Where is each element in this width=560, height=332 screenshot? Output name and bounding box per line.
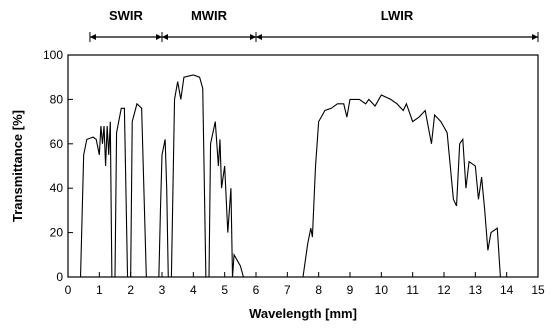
x-tick-label: 0: [65, 283, 72, 297]
y-tick-label: 40: [50, 181, 64, 195]
band-label: SWIR: [109, 8, 144, 23]
x-tick-label: 3: [159, 283, 166, 297]
x-tick-label: 12: [437, 283, 451, 297]
plot-frame: [67, 54, 539, 278]
x-tick-label: 13: [469, 283, 483, 297]
y-tick-label: 20: [50, 226, 64, 240]
y-axis-label: Transmittance [%]: [10, 110, 25, 222]
arrow-head: [89, 34, 96, 40]
x-tick-label: 15: [531, 283, 545, 297]
x-tick-label: 10: [375, 283, 389, 297]
arrow-head: [162, 34, 168, 40]
x-tick-label: 9: [347, 283, 354, 297]
x-tick-label: 8: [315, 283, 322, 297]
arrow-head: [532, 34, 538, 40]
x-axis-label: Wavelength [mm]: [249, 306, 357, 321]
x-tick-label: 1: [96, 283, 103, 297]
y-tick-label: 0: [56, 270, 63, 284]
x-tick-label: 5: [221, 283, 228, 297]
arrow-head: [250, 34, 256, 40]
x-tick-label: 11: [406, 283, 419, 297]
arrow-head: [156, 34, 162, 40]
y-tick-label: 60: [50, 137, 64, 151]
band-label: MWIR: [191, 8, 228, 23]
band-label: LWIR: [381, 8, 414, 23]
y-tick-label: 80: [50, 92, 64, 106]
x-tick-label: 14: [500, 283, 514, 297]
x-tick-label: 6: [253, 283, 260, 297]
x-tick-label: 7: [284, 283, 291, 297]
y-tick-label: 100: [43, 48, 63, 62]
arrow-head: [256, 34, 262, 40]
transmittance-line: [79, 74, 504, 278]
x-tick-label: 4: [190, 283, 197, 297]
x-tick-label: 2: [127, 283, 134, 297]
